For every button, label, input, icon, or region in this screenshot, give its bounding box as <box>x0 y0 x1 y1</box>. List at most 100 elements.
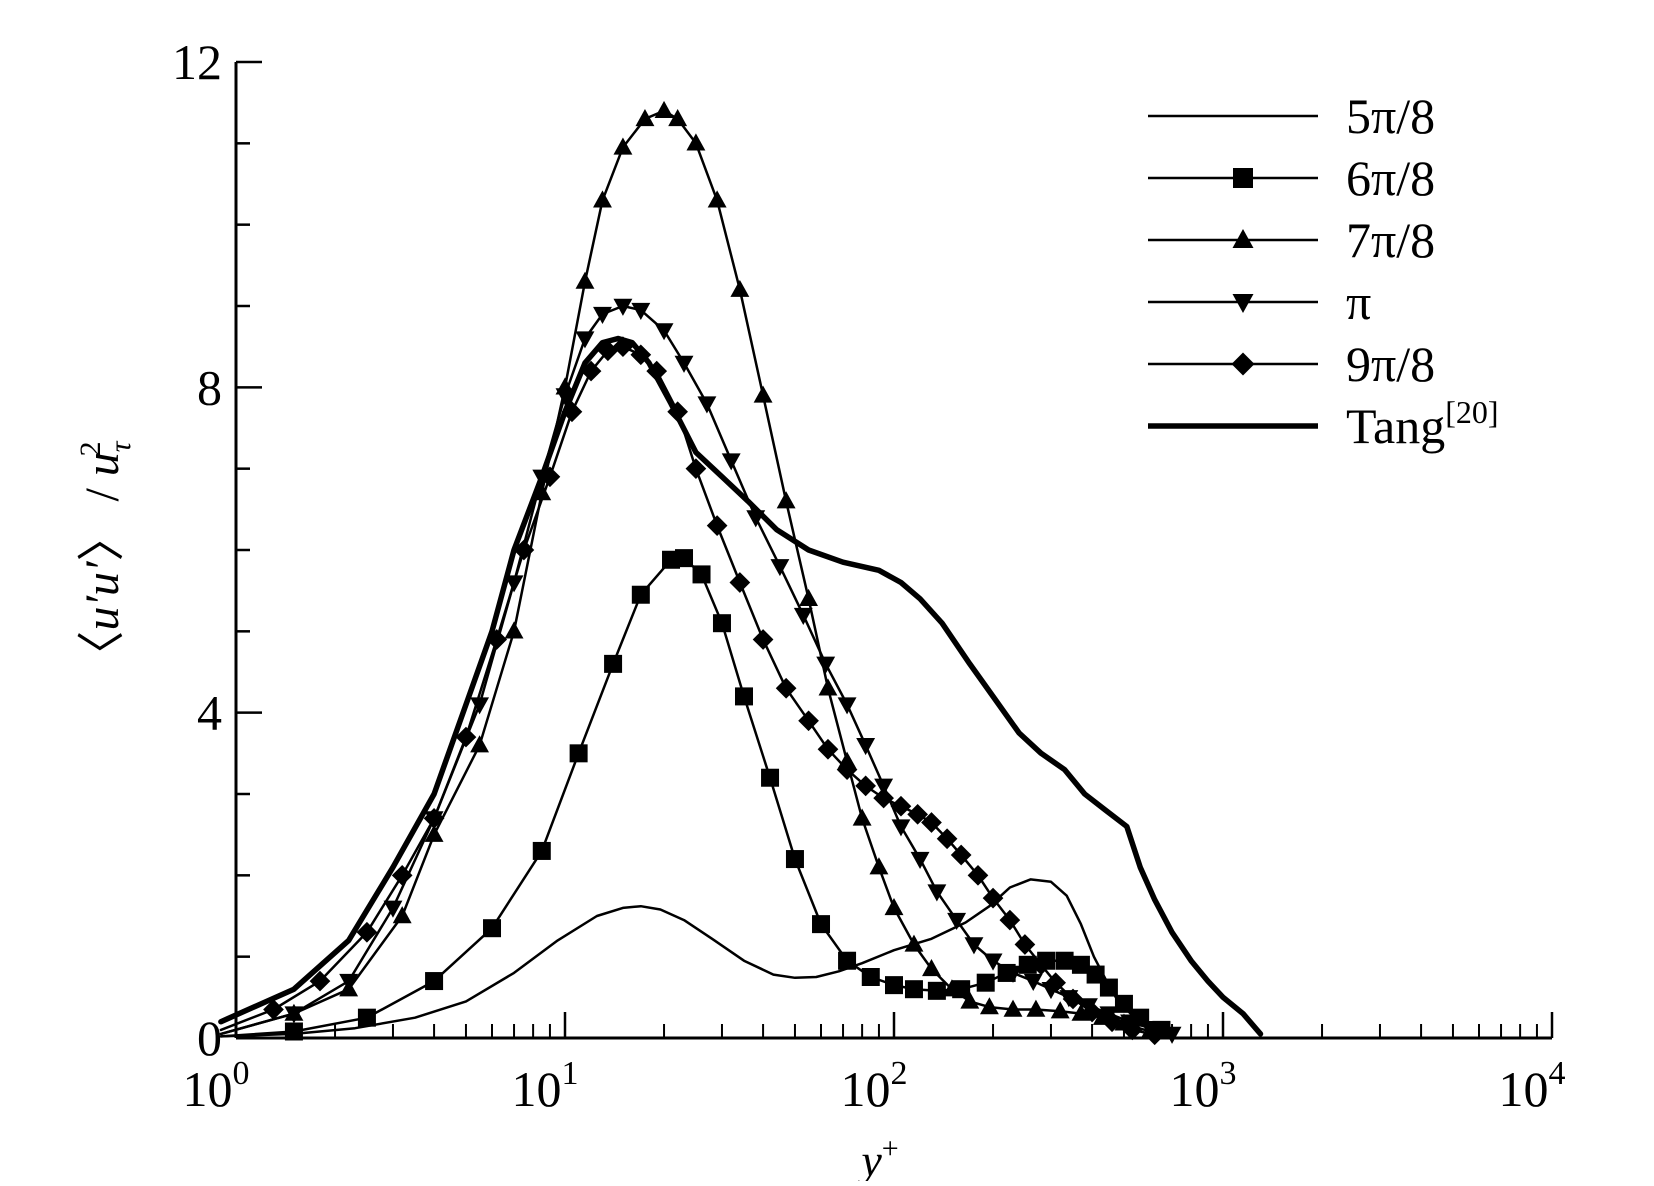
triangle-up-marker <box>635 109 655 127</box>
x-tick-label: 100 <box>183 1055 250 1117</box>
triangle-down-marker <box>613 298 633 316</box>
triangle-down-marker <box>983 953 1003 971</box>
y-axis-label-sub: τ <box>104 440 137 452</box>
triangle-up-marker <box>1003 999 1023 1017</box>
triangle-down-marker <box>1003 965 1023 983</box>
triangle-down-marker <box>891 819 911 837</box>
diamond-marker <box>921 812 942 833</box>
triangle-down-marker <box>631 302 651 320</box>
triangle-down-marker <box>947 912 967 930</box>
triangle-up-marker <box>668 109 688 127</box>
diamond-marker <box>1062 988 1084 1010</box>
triangle-down-marker <box>504 575 524 593</box>
series-markers <box>263 100 1182 1046</box>
legend-label: 6π/8 <box>1346 150 1435 206</box>
diamond-marker <box>775 677 797 699</box>
diamond-marker <box>950 844 972 866</box>
diamond-marker <box>1014 934 1036 955</box>
diamond-marker <box>423 808 445 829</box>
triangle-down-marker <box>1232 294 1254 313</box>
axis-labels: y+ 〈u′u′〉 / uτ2 <box>74 440 899 1186</box>
diamond-marker <box>890 795 912 817</box>
triangle-up-marker <box>730 279 750 297</box>
triangle-down-marker <box>470 697 490 715</box>
x-tick-label-base: 10 <box>841 1061 891 1117</box>
square-marker <box>1233 168 1253 188</box>
diamond-marker <box>1045 972 1067 994</box>
diamond-marker <box>1101 1011 1123 1033</box>
diamond-marker <box>907 803 928 825</box>
square-marker <box>675 549 694 568</box>
x-tick-label-exp: 4 <box>1549 1055 1566 1092</box>
diamond-marker <box>561 401 583 423</box>
triangle-down-marker <box>383 900 403 918</box>
diamond-marker <box>597 340 619 362</box>
legend-label-text: 7π/8 <box>1346 212 1435 268</box>
legend-item: π <box>1148 274 1371 330</box>
square-marker <box>861 968 880 986</box>
diamond-marker <box>706 515 728 536</box>
triangle-down-marker <box>856 738 876 756</box>
triangle-up-marker <box>532 483 552 501</box>
legend-label-text: 9π/8 <box>1346 336 1435 392</box>
triangle-up-marker <box>593 190 612 208</box>
diamond-marker <box>1030 954 1052 976</box>
square-marker <box>785 850 804 869</box>
triangle-up-marker <box>753 385 773 403</box>
diamond-marker <box>752 629 774 650</box>
square-marker <box>1055 951 1074 970</box>
y-axis-label-var: u′u′ <box>76 560 129 631</box>
diamond-marker <box>356 921 378 943</box>
triangle-up-marker <box>1026 999 1046 1017</box>
triangle-up-marker <box>470 735 490 753</box>
diamond-marker <box>612 336 634 358</box>
diamond-marker <box>1121 1019 1143 1041</box>
triangle-down-marker <box>910 851 930 869</box>
diamond-marker <box>685 458 707 480</box>
triangle-down-marker <box>793 607 813 625</box>
diamond-marker <box>967 864 989 886</box>
legend-item: 6π/8 <box>1148 150 1435 206</box>
diamond-marker <box>1231 352 1255 376</box>
series-line <box>219 304 1174 1036</box>
triangle-up-marker <box>852 808 872 826</box>
x-tick-label-base: 10 <box>183 1061 233 1117</box>
diamond-marker <box>667 401 689 423</box>
legend-label-text: 6π/8 <box>1346 150 1435 206</box>
triangle-down-marker <box>674 355 694 373</box>
y-tick-label: 8 <box>197 359 222 415</box>
legend-label: 7π/8 <box>1346 212 1435 268</box>
x-tick-label-base: 10 <box>1170 1061 1220 1117</box>
legend-label: Tang[20] <box>1346 394 1499 454</box>
triangle-up-marker <box>869 857 889 875</box>
legend-item: 5π/8 <box>1148 88 1435 144</box>
square-marker <box>604 654 623 673</box>
diamond-marker <box>539 466 561 488</box>
x-axis-label-sup: + <box>882 1132 899 1165</box>
legend-item: Tang[20] <box>1148 394 1499 454</box>
diamond-marker <box>455 726 477 748</box>
y-tick-label: 4 <box>197 685 222 741</box>
triangle-up-marker <box>776 491 796 509</box>
triangle-down-marker <box>1162 1026 1182 1044</box>
square-marker <box>734 687 753 706</box>
triangle-up-marker <box>799 588 819 606</box>
x-tick-label: 104 <box>1499 1055 1566 1117</box>
x-axis-label-var: y <box>857 1135 882 1181</box>
triangle-down-marker <box>339 973 359 991</box>
square-marker <box>812 915 831 934</box>
triangle-up-marker <box>1071 1003 1091 1021</box>
x-tick-label-base: 10 <box>1499 1061 1549 1117</box>
diamond-marker <box>836 759 858 780</box>
triangle-down-marker <box>964 937 984 955</box>
triangle-down-marker <box>837 697 857 715</box>
square-marker <box>761 768 780 787</box>
series-line <box>219 878 1174 1038</box>
y-tick-label: 0 <box>197 1010 222 1066</box>
x-axis-label: y+ <box>857 1132 898 1181</box>
x-tick-label: 101 <box>512 1055 579 1117</box>
diamond-marker <box>1081 1001 1103 1023</box>
